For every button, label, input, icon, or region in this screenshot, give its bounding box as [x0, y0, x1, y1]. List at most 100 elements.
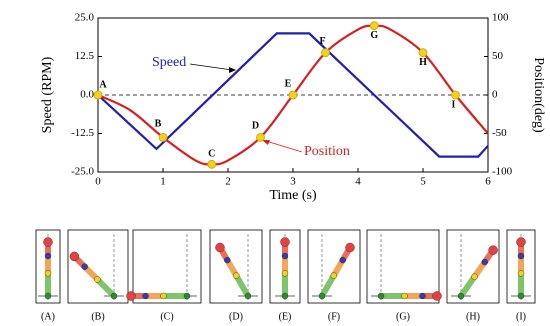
panel-label: (I) [516, 311, 526, 322]
marker [158, 132, 168, 142]
marker [369, 21, 379, 31]
arm-joint [457, 292, 465, 300]
panel-label: (C) [160, 311, 173, 322]
arm-joint [280, 237, 290, 247]
arm-joint [44, 252, 52, 260]
arm-joint [330, 272, 337, 279]
arm-joint [377, 292, 385, 300]
y-axis-label: Speed (RPM) [40, 56, 55, 133]
panel-label: (G) [396, 311, 410, 322]
arm-joint [233, 272, 240, 279]
arm-joint [318, 292, 326, 300]
marker [93, 90, 103, 100]
arm-link [94, 276, 117, 299]
arm-joint [401, 292, 408, 300]
y-tick-label: 0.0 [80, 89, 94, 101]
arm-panel [446, 229, 500, 304]
x-tick-label: 4 [355, 176, 361, 188]
arm-joint [481, 258, 488, 266]
marker-label: G [370, 30, 378, 41]
panel-frame [366, 229, 440, 304]
marker-label: C [208, 149, 215, 160]
y2-tick-label: 100 [492, 12, 509, 24]
marker [451, 90, 460, 100]
arm-joint [244, 292, 252, 300]
arm-panel [35, 229, 61, 304]
arm-joint [69, 251, 80, 262]
x-tick-label: 6 [485, 176, 491, 188]
marker [321, 48, 330, 58]
arm-joint [281, 292, 289, 300]
y2-axis-label: Position(deg) [531, 57, 546, 133]
arm-joint [516, 237, 526, 247]
marker-label: E [285, 78, 292, 89]
marker-label: H [419, 57, 427, 68]
panel-frame [132, 229, 202, 304]
x-tick-label: 5 [420, 176, 426, 188]
arm-panel [67, 229, 129, 304]
marker-label: A [99, 79, 107, 90]
panel-label: (E) [279, 311, 292, 322]
arm-panel [307, 229, 361, 304]
arm-joint [432, 291, 442, 301]
speed-arrow [189, 63, 233, 71]
panel-label: (F) [328, 311, 340, 322]
marker-label: I [452, 99, 456, 110]
arm-panel [126, 229, 202, 304]
y2-tick-label: 50 [492, 50, 504, 62]
arm-joint [517, 292, 525, 300]
arm-joint [339, 256, 346, 264]
speed-arrowhead [229, 67, 236, 73]
arm-joint [142, 292, 149, 300]
arm-link [319, 272, 337, 299]
arm-panel [506, 229, 536, 304]
arm-joint [517, 252, 525, 260]
panel-label: (H) [466, 311, 480, 322]
y-tick-label: 12.5 [75, 50, 95, 62]
marker [288, 90, 298, 100]
arm-panel [269, 229, 301, 304]
arm-joint [44, 270, 52, 277]
x-tick-label: 3 [290, 176, 296, 188]
y2-tick-label: -100 [492, 166, 513, 178]
arm-joint [94, 276, 101, 283]
arm-joint [126, 291, 136, 301]
panel-frame [446, 229, 500, 304]
arm-joint [345, 242, 355, 253]
series-line [97, 32, 489, 158]
marker-label: F [319, 36, 325, 47]
arm-joint [419, 292, 426, 300]
panel-frame [307, 229, 361, 304]
y2-tick-label: -50 [492, 127, 507, 139]
arm-joint [160, 292, 167, 300]
arm-joint [281, 270, 289, 277]
arm-joint [281, 252, 289, 260]
speed-label: Speed [152, 55, 186, 70]
marker [256, 132, 265, 142]
arm-joint [81, 263, 88, 270]
position-arrow [265, 140, 303, 153]
arm-joint [488, 245, 498, 255]
marker-label: D [252, 121, 259, 132]
position-label: Position [304, 144, 350, 159]
panel-frame [209, 229, 263, 304]
panel-label: (D) [229, 311, 243, 322]
y2-tick-label: 0 [492, 89, 498, 101]
marker [418, 48, 428, 58]
arm-link [458, 273, 478, 299]
arm-joint [43, 237, 53, 247]
y-tick-label: -12.5 [71, 127, 94, 139]
arm-joint [224, 256, 231, 264]
arm-panel [209, 229, 263, 304]
arm-joint [44, 292, 52, 300]
arm-joint [110, 292, 118, 300]
y-tick-label: -25.0 [71, 166, 94, 178]
arm-joint [183, 292, 191, 300]
arm-link [233, 272, 251, 299]
marker [207, 159, 217, 169]
x-tick-label: 2 [225, 176, 231, 188]
panel-label: (A) [41, 311, 55, 322]
position-arrowhead [262, 140, 270, 145]
arm-panel [366, 229, 442, 304]
